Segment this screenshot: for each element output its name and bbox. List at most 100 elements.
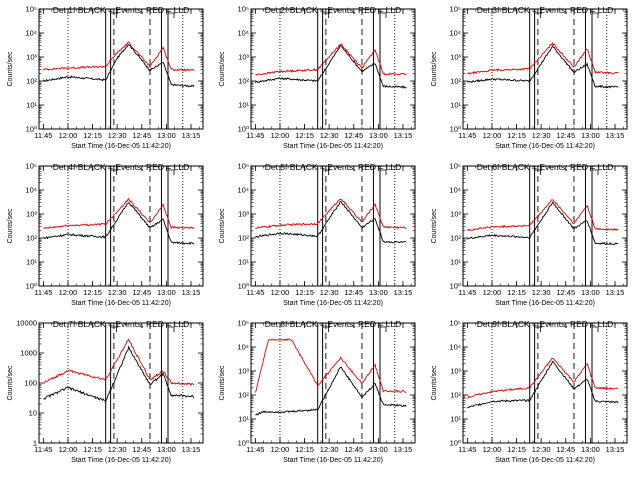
panel-title: Det 1f BLACK = Events, RED = LLD	[53, 5, 190, 15]
x-tick-label: 11:45	[34, 445, 52, 454]
x-tick-label: 12:45	[132, 445, 151, 454]
y-tick-label: 10³	[238, 367, 249, 376]
series-line-lld	[43, 338, 195, 387]
y-tick-label: 10⁵	[26, 162, 37, 171]
x-tick-label: 12:30	[532, 131, 551, 140]
y-tick-label: 10²	[26, 234, 37, 243]
series-line-events	[467, 361, 619, 409]
series-line-events	[254, 45, 407, 89]
x-tick-label: 12:00	[59, 288, 78, 297]
y-axis-label: Counts/sec	[431, 365, 438, 401]
x-tick-label: 11:45	[458, 288, 476, 297]
panel-title: Det 9f BLACK = Events, RED = LLD	[477, 319, 614, 329]
x-tick-label: 12:45	[344, 445, 363, 454]
x-axis-label: Start Time (16-Dec-05 11:42:20)	[283, 300, 383, 307]
y-tick-label: 10⁵	[238, 162, 249, 171]
panel-title: Det 3f BLACK = Events, RED = LLD	[477, 5, 614, 15]
series-line-lld	[467, 357, 619, 399]
x-tick-label: 12:00	[271, 445, 290, 454]
plot-frame	[250, 165, 416, 287]
panel-title: Det 5f BLACK = Events, RED = LLD	[265, 162, 402, 172]
y-tick-label: 10⁵	[450, 5, 461, 14]
series-line-lld	[255, 198, 407, 230]
y-tick-label: 10⁴	[237, 343, 249, 352]
panel-8: Det 8f BLACK = Events, RED = LLD Counts/s…	[219, 319, 416, 464]
x-tick-label: 13:00	[369, 445, 388, 454]
y-axis-label: Counts/sec	[431, 51, 438, 87]
x-tick-label: 12:30	[108, 445, 127, 454]
series-line-lld	[467, 42, 619, 75]
series-line-events	[43, 202, 195, 246]
y-axis-label: Counts/sec	[219, 208, 226, 244]
y-tick-label: 10⁰	[450, 282, 461, 291]
series-line-events	[43, 345, 195, 404]
x-tick-label: 13:15	[182, 288, 201, 297]
y-tick-label: 10⁰	[450, 125, 461, 134]
x-tick-label: 13:15	[606, 445, 625, 454]
y-tick-label: 10⁵	[238, 319, 249, 328]
x-tick-label: 12:30	[320, 288, 339, 297]
plot-frame	[38, 165, 204, 287]
y-tick-label: 10⁰	[238, 282, 249, 291]
x-tick-label: 13:15	[606, 131, 625, 140]
panel-1: Det 1f BLACK = Events, RED = LLD Counts/s…	[7, 5, 204, 150]
panel-2: Det 2f BLACK = Events, RED = LLD Counts/s…	[219, 5, 416, 150]
x-tick-label: 12:00	[271, 131, 290, 140]
series-line-events	[255, 201, 407, 244]
y-axis-label: Counts/sec	[7, 51, 14, 87]
x-tick-label: 12:15	[295, 131, 314, 140]
plot-frame	[250, 322, 416, 444]
x-axis-label: Start Time (16-Dec-05 11:42:20)	[71, 457, 171, 464]
y-tick-label: 10	[29, 409, 37, 418]
y-tick-label: 10⁰	[450, 439, 461, 448]
series-line-lld	[254, 338, 407, 393]
x-tick-label: 13:00	[157, 288, 176, 297]
x-tick-label: 12:45	[344, 288, 363, 297]
series-line-lld	[467, 199, 619, 232]
marker-notch	[322, 12, 330, 18]
y-tick-label: 10²	[26, 77, 37, 86]
y-tick-label: 10⁴	[449, 186, 461, 195]
marker-notch	[534, 326, 542, 332]
y-tick-label: 10³	[450, 210, 461, 219]
plot-frame	[38, 322, 204, 444]
y-axis-label: Counts/sec	[219, 365, 226, 401]
marker-notch	[110, 326, 118, 332]
plot-frame	[462, 8, 628, 130]
x-tick-label: 12:15	[83, 288, 102, 297]
x-tick-label: 12:00	[271, 288, 290, 297]
x-tick-label: 13:15	[182, 445, 201, 454]
y-tick-label: 10¹	[450, 101, 461, 110]
y-tick-label: 10000	[16, 319, 37, 328]
y-tick-label: 10⁴	[449, 29, 461, 38]
panel-title: Det 4f BLACK = Events, RED = LLD	[53, 162, 190, 172]
x-tick-label: 13:00	[581, 131, 600, 140]
marker-notch	[380, 169, 387, 175]
x-tick-label: 12:15	[83, 445, 102, 454]
x-tick-label: 12:15	[507, 445, 526, 454]
x-tick-label: 12:00	[59, 131, 78, 140]
x-tick-label: 12:00	[483, 131, 502, 140]
y-tick-label: 10¹	[450, 258, 461, 267]
y-tick-label: 10²	[238, 391, 249, 400]
marker-notch	[380, 12, 387, 18]
y-tick-label: 10³	[238, 53, 249, 62]
x-axis-label: Start Time (16-Dec-05 11:42:20)	[283, 457, 383, 464]
x-tick-label: 11:45	[246, 288, 264, 297]
x-axis-label: Start Time (16-Dec-05 11:42:20)	[495, 143, 595, 150]
x-tick-label: 12:45	[556, 131, 575, 140]
series-line-lld	[43, 197, 195, 230]
x-tick-label: 12:30	[532, 288, 551, 297]
plot-frame	[462, 165, 628, 287]
y-tick-label: 10¹	[26, 101, 37, 110]
x-tick-label: 11:45	[34, 288, 52, 297]
panel-3: Det 3f BLACK = Events, RED = LLD Counts/s…	[431, 5, 628, 150]
x-tick-label: 12:45	[132, 131, 151, 140]
y-axis-label: Counts/sec	[7, 208, 14, 244]
x-tick-label: 12:15	[295, 445, 314, 454]
y-tick-label: 10⁰	[238, 439, 249, 448]
y-axis-label: Counts/sec	[431, 208, 438, 244]
x-tick-label: 12:45	[344, 131, 363, 140]
x-tick-label: 12:15	[83, 131, 102, 140]
y-tick-label: 10⁵	[238, 5, 249, 14]
